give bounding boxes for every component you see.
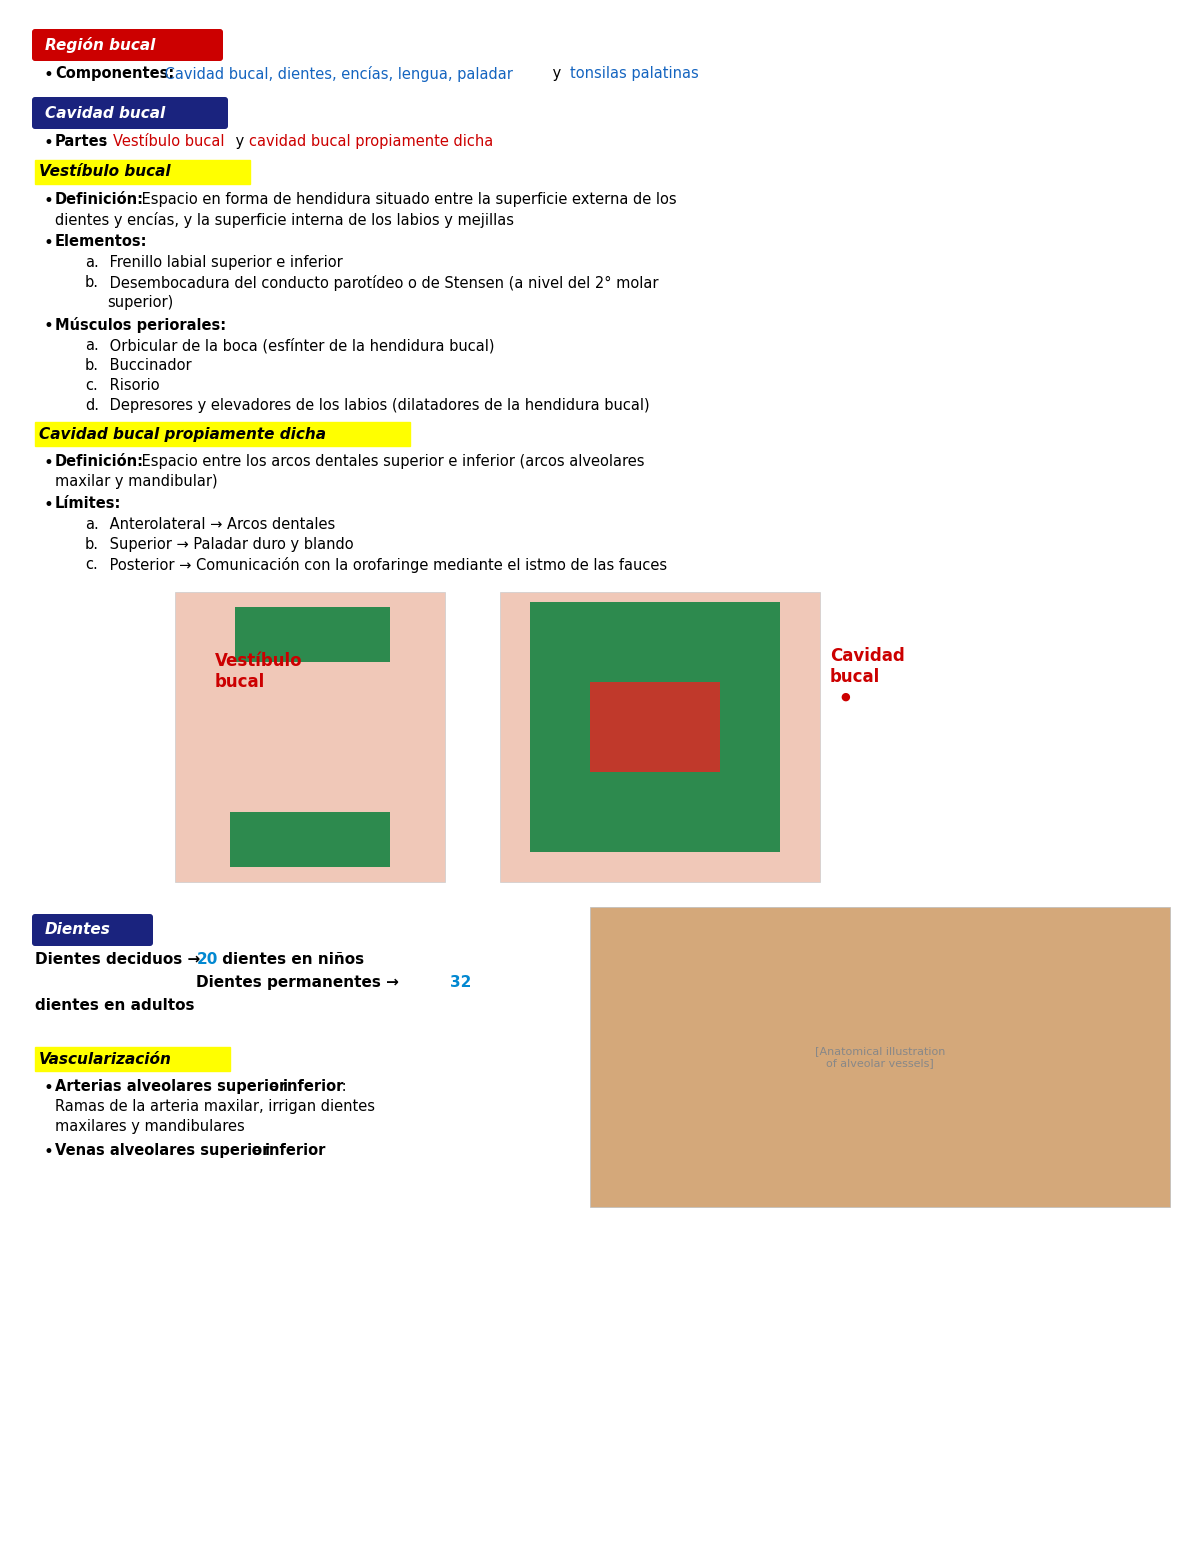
Bar	[35, 1047, 230, 1072]
Text: Ramas de la arteria maxilar, irrigan dientes: Ramas de la arteria maxilar, irrigan die…	[55, 1100, 374, 1114]
Text: ●: ●	[840, 693, 850, 702]
Text: •: •	[43, 317, 53, 335]
Text: maxilares y mandibulares: maxilares y mandibulares	[55, 1120, 245, 1134]
Bar	[590, 682, 720, 772]
Text: Vestíbulo
bucal: Vestíbulo bucal	[215, 652, 302, 691]
FancyBboxPatch shape	[32, 30, 223, 61]
Text: dientes en niños: dientes en niños	[217, 952, 364, 968]
Text: [Anatomical illustration
of alveolar vessels]: [Anatomical illustration of alveolar ves…	[815, 1047, 946, 1068]
Text: Desembocadura del conducto parotídeo o de Stensen (a nivel del 2° molar: Desembocadura del conducto parotídeo o d…	[106, 275, 659, 290]
FancyBboxPatch shape	[32, 96, 228, 129]
Text: Arterias alveolares superior: Arterias alveolares superior	[55, 1079, 287, 1093]
Bar	[500, 592, 820, 882]
Bar	[35, 160, 250, 183]
Text: Dientes permanentes →: Dientes permanentes →	[196, 975, 404, 989]
Text: Vascularización: Vascularización	[38, 1051, 172, 1067]
Text: Vestíbulo bucal: Vestíbulo bucal	[113, 134, 224, 149]
Bar	[175, 592, 445, 882]
Text: •: •	[43, 134, 53, 152]
Text: Componentes:: Componentes:	[55, 65, 174, 81]
Text: •: •	[43, 235, 53, 252]
Text: b.: b.	[85, 359, 98, 373]
Text: Buccinador: Buccinador	[106, 359, 192, 373]
Text: b.: b.	[85, 537, 98, 551]
Text: a.: a.	[85, 517, 98, 533]
Text: Depresores y elevadores de los labios (dilatadores de la hendidura bucal): Depresores y elevadores de los labios (d…	[106, 398, 649, 413]
Text: dientes en adultos: dientes en adultos	[35, 999, 194, 1013]
Text: •: •	[43, 1079, 53, 1096]
Text: b.: b.	[85, 275, 98, 290]
Text: superior): superior)	[107, 295, 173, 311]
Text: Definición:: Definición:	[55, 453, 144, 469]
Text: a.: a.	[85, 339, 98, 353]
Text: y: y	[230, 134, 248, 149]
Text: Orbicular de la boca (esfínter de la hendidura bucal): Orbicular de la boca (esfínter de la hen…	[106, 339, 494, 354]
Text: c.: c.	[85, 558, 97, 572]
FancyBboxPatch shape	[32, 915, 154, 946]
Text: maxilar y mandibular): maxilar y mandibular)	[55, 474, 217, 489]
Text: Superior → Paladar duro y blando: Superior → Paladar duro y blando	[106, 537, 354, 551]
Text: Dientes: Dientes	[46, 922, 110, 938]
Text: Frenillo labial superior e inferior: Frenillo labial superior e inferior	[106, 255, 343, 270]
Text: :: :	[337, 1079, 347, 1093]
Bar	[530, 603, 780, 853]
Text: Posterior → Comunicación con la orofaringe mediante el istmo de las fauces: Posterior → Comunicación con la orofarin…	[106, 558, 667, 573]
Text: Venas alveolares superior: Venas alveolares superior	[55, 1143, 269, 1159]
Text: :: :	[102, 134, 112, 149]
Bar	[35, 422, 410, 446]
Text: Cavidad
bucal: Cavidad bucal	[830, 648, 905, 686]
Text: •: •	[43, 65, 53, 84]
Text: •: •	[43, 495, 53, 514]
Text: •: •	[43, 1143, 53, 1162]
Text: e: e	[265, 1079, 283, 1093]
Text: Región bucal: Región bucal	[46, 37, 155, 53]
Bar	[590, 907, 1170, 1207]
Text: Risorio: Risorio	[106, 377, 160, 393]
Text: a.: a.	[85, 255, 98, 270]
Text: tonsilas palatinas: tonsilas palatinas	[570, 65, 698, 81]
Text: Espacio entre los arcos dentales superior e inferior (arcos alveolares: Espacio entre los arcos dentales superio…	[137, 453, 644, 469]
Text: inferior: inferior	[265, 1143, 326, 1159]
Text: Vestíbulo bucal: Vestíbulo bucal	[38, 165, 170, 180]
Text: Anterolateral → Arcos dentales: Anterolateral → Arcos dentales	[106, 517, 335, 533]
Text: d.: d.	[85, 398, 98, 413]
Text: Definición:: Definición:	[55, 193, 144, 207]
Text: 32: 32	[450, 975, 472, 989]
Text: c.: c.	[85, 377, 97, 393]
Text: Músculos periorales:: Músculos periorales:	[55, 317, 226, 332]
Text: y: y	[548, 65, 566, 81]
Text: Elementos:: Elementos:	[55, 235, 148, 248]
Text: dientes y encías, y la superficie interna de los labios y mejillas: dientes y encías, y la superficie intern…	[55, 213, 514, 228]
Text: inferior: inferior	[283, 1079, 344, 1093]
Text: Cavidad bucal: Cavidad bucal	[46, 106, 166, 121]
Bar	[230, 812, 390, 867]
Bar	[235, 607, 390, 662]
Text: Espacio en forma de hendidura situado entre la superficie externa de los: Espacio en forma de hendidura situado en…	[137, 193, 677, 207]
Text: Dientes deciduos →: Dientes deciduos →	[35, 952, 205, 968]
Text: Cavidad bucal, dientes, encías, lengua, paladar: Cavidad bucal, dientes, encías, lengua, …	[160, 65, 512, 82]
Text: •: •	[43, 193, 53, 210]
Text: Partes: Partes	[55, 134, 108, 149]
Text: Cavidad bucal propiamente dicha: Cavidad bucal propiamente dicha	[38, 427, 326, 441]
Text: •: •	[43, 453, 53, 472]
Text: 20: 20	[197, 952, 218, 968]
Text: e: e	[247, 1143, 265, 1159]
Text: cavidad bucal propiamente dicha: cavidad bucal propiamente dicha	[250, 134, 493, 149]
Text: Límites:: Límites:	[55, 495, 121, 511]
